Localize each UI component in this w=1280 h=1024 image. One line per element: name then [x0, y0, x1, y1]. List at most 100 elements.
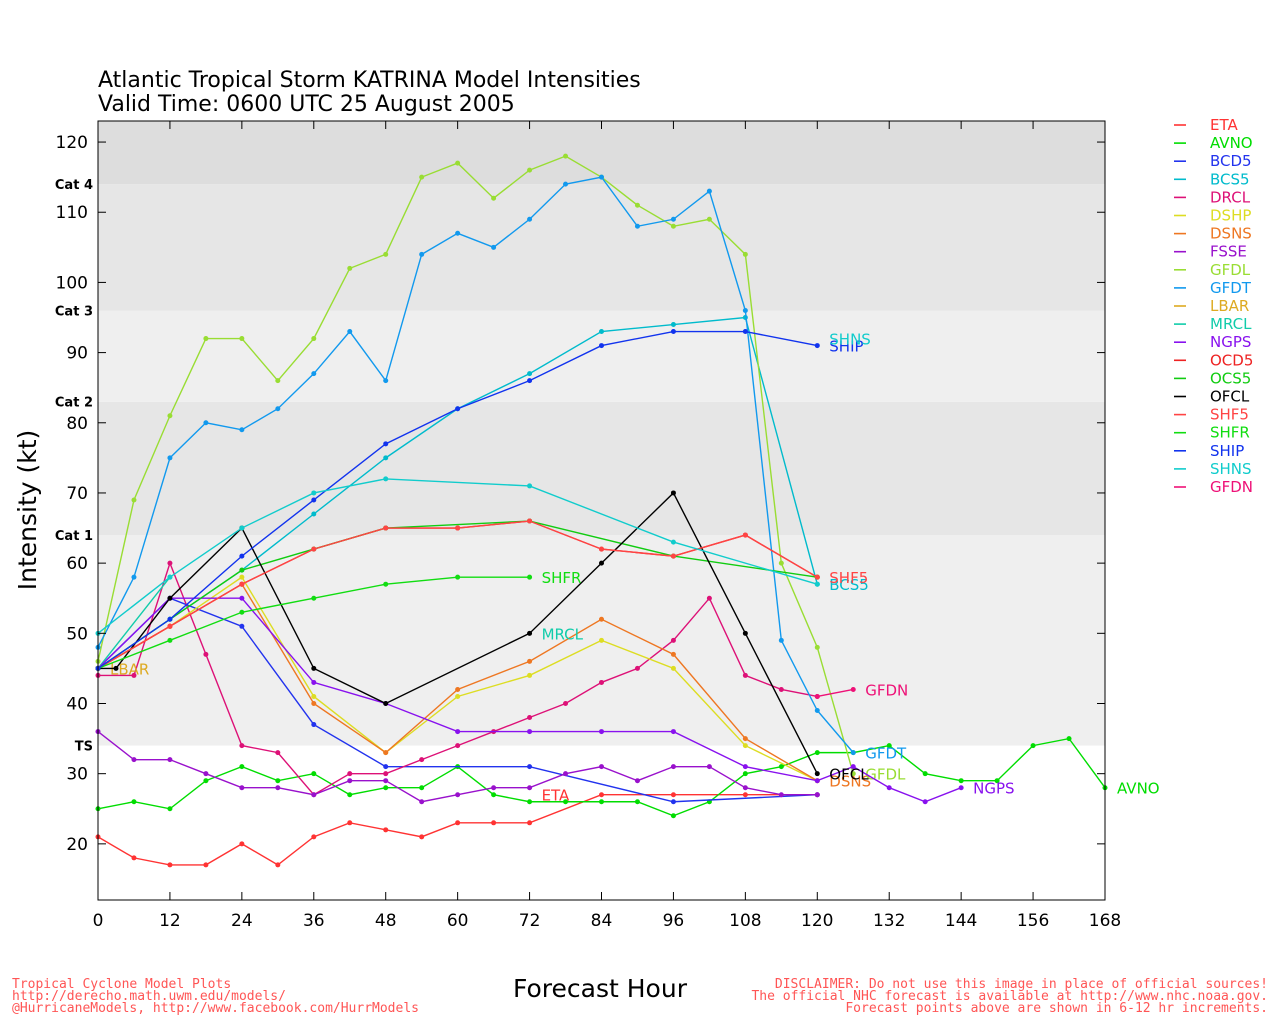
legend-entry: DSNS — [1210, 225, 1252, 243]
data-point — [347, 771, 353, 777]
footer-left-line2: http://derecho.math.uwm.edu/models/ — [12, 989, 286, 1004]
data-point — [742, 736, 748, 742]
data-point — [814, 343, 820, 349]
data-point — [455, 686, 461, 692]
legend-entry: GFDN — [1210, 478, 1253, 496]
data-point — [527, 658, 533, 664]
series-gfdn: GFDN — [814, 681, 908, 699]
data-point — [347, 820, 353, 826]
data-point — [383, 251, 389, 257]
data-point — [167, 623, 173, 629]
legend-entry: DSHP — [1210, 207, 1251, 225]
data-point — [814, 581, 820, 587]
data-point — [383, 764, 389, 770]
data-point — [311, 665, 317, 671]
data-point — [599, 329, 604, 335]
data-point — [527, 167, 533, 173]
data-point — [706, 595, 712, 601]
y-axis-ticks: 20 30 40 50 60 70 80 90 100 110 120 — [56, 133, 1105, 855]
footer-right-line1: DISCLAIMER: Do not use this image in pla… — [775, 977, 1268, 992]
data-point — [814, 693, 820, 699]
data-point — [239, 336, 245, 342]
legend-entry: SHFR — [1210, 424, 1250, 442]
data-point — [311, 371, 317, 377]
data-point — [455, 820, 461, 826]
data-point — [239, 623, 245, 629]
data-point — [239, 785, 245, 791]
data-point — [814, 771, 820, 777]
x-axis-ticks: 0 12 24 36 48 60 72 84 96 108 120 132 144 156 168 — [93, 121, 1121, 931]
legend-entry: GFDL — [1210, 261, 1251, 279]
data-point — [742, 329, 748, 335]
data-point — [239, 525, 245, 531]
series-avno: AVNO — [95, 736, 1160, 819]
data-point — [814, 574, 820, 580]
y-tick-label: 60 — [66, 554, 88, 574]
data-point — [239, 595, 245, 601]
data-point — [311, 546, 317, 552]
data-point — [383, 441, 389, 447]
data-point — [527, 518, 533, 524]
legend-entry: FSSE — [1210, 243, 1247, 261]
data-point — [670, 490, 676, 496]
data-point — [167, 806, 173, 812]
data-point — [1030, 743, 1036, 749]
data-point — [527, 672, 533, 678]
series-end-label: AVNO — [1117, 780, 1160, 798]
data-point — [275, 750, 281, 756]
data-point — [167, 560, 173, 566]
data-point — [167, 616, 173, 622]
series-end-label: SHNS — [829, 331, 871, 349]
data-point — [850, 686, 856, 692]
x-axis-title: Forecast Hour — [513, 974, 688, 1003]
data-point — [419, 174, 425, 180]
data-point — [311, 595, 317, 601]
intensity-band — [98, 401, 1105, 536]
y-tick-label: 110 — [56, 203, 88, 223]
data-point — [383, 455, 389, 461]
intensity-band — [98, 121, 1105, 185]
data-point — [958, 785, 964, 791]
data-point — [383, 778, 389, 784]
data-point — [311, 700, 317, 706]
data-point — [742, 771, 748, 777]
x-tick-label: 48 — [375, 911, 397, 931]
data-point — [706, 216, 712, 222]
data-point — [886, 743, 892, 749]
data-point — [599, 616, 604, 622]
data-point — [203, 778, 209, 784]
data-point — [670, 553, 676, 559]
data-point — [1066, 736, 1072, 742]
data-point — [347, 265, 353, 271]
legend-entry: MRCL — [1210, 315, 1252, 333]
data-point — [958, 778, 964, 784]
x-tick-label: 24 — [231, 911, 253, 931]
chart-title-line2: Valid Time: 0600 UTC 25 August 2005 — [98, 92, 515, 117]
data-point — [742, 630, 748, 636]
data-point — [419, 785, 425, 791]
category-label: Cat 3 — [55, 304, 93, 319]
data-point — [113, 665, 119, 671]
data-point — [634, 799, 640, 805]
legend-entry: DRCL — [1210, 188, 1251, 206]
data-point — [491, 785, 497, 791]
data-point — [599, 792, 604, 798]
intensity-bands — [98, 121, 1105, 900]
y-axis-title: Intensity (kt) — [13, 430, 42, 591]
series-end-label: LBAR — [110, 660, 149, 678]
series-end-label: GFDN — [865, 681, 908, 699]
data-point — [239, 581, 245, 587]
data-point — [563, 153, 569, 159]
data-point — [670, 322, 676, 328]
data-point — [347, 329, 353, 335]
category-label: Cat 2 — [55, 396, 93, 411]
data-point — [491, 244, 497, 250]
data-point — [311, 834, 317, 840]
data-point — [527, 483, 533, 489]
data-point — [347, 792, 353, 798]
data-point — [670, 799, 676, 805]
y-tick-label: 70 — [66, 484, 88, 504]
legend-entry: OFCL — [1210, 388, 1250, 406]
legend-entry: BCD5 — [1210, 152, 1252, 170]
